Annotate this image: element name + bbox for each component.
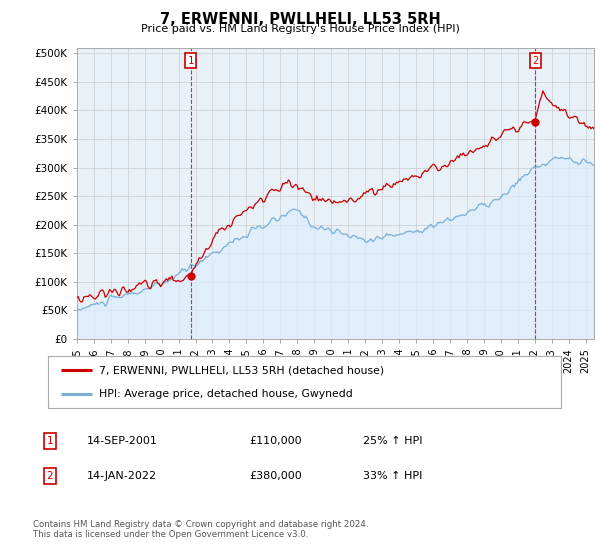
- Text: HPI: Average price, detached house, Gwynedd: HPI: Average price, detached house, Gwyn…: [100, 389, 353, 399]
- Text: 1: 1: [188, 55, 194, 66]
- Text: 14-SEP-2001: 14-SEP-2001: [87, 436, 158, 446]
- Text: 7, ERWENNI, PWLLHELI, LL53 5RH: 7, ERWENNI, PWLLHELI, LL53 5RH: [160, 12, 440, 27]
- Text: 2: 2: [46, 471, 53, 481]
- Text: Contains HM Land Registry data © Crown copyright and database right 2024.
This d: Contains HM Land Registry data © Crown c…: [33, 520, 368, 539]
- Text: £380,000: £380,000: [249, 471, 302, 481]
- Text: 7, ERWENNI, PWLLHELI, LL53 5RH (detached house): 7, ERWENNI, PWLLHELI, LL53 5RH (detached…: [100, 365, 385, 375]
- Text: 14-JAN-2022: 14-JAN-2022: [87, 471, 157, 481]
- Text: 25% ↑ HPI: 25% ↑ HPI: [363, 436, 422, 446]
- Text: 2: 2: [532, 55, 538, 66]
- Text: 1: 1: [46, 436, 53, 446]
- Text: 33% ↑ HPI: 33% ↑ HPI: [363, 471, 422, 481]
- Text: Price paid vs. HM Land Registry's House Price Index (HPI): Price paid vs. HM Land Registry's House …: [140, 24, 460, 34]
- Text: £110,000: £110,000: [249, 436, 302, 446]
